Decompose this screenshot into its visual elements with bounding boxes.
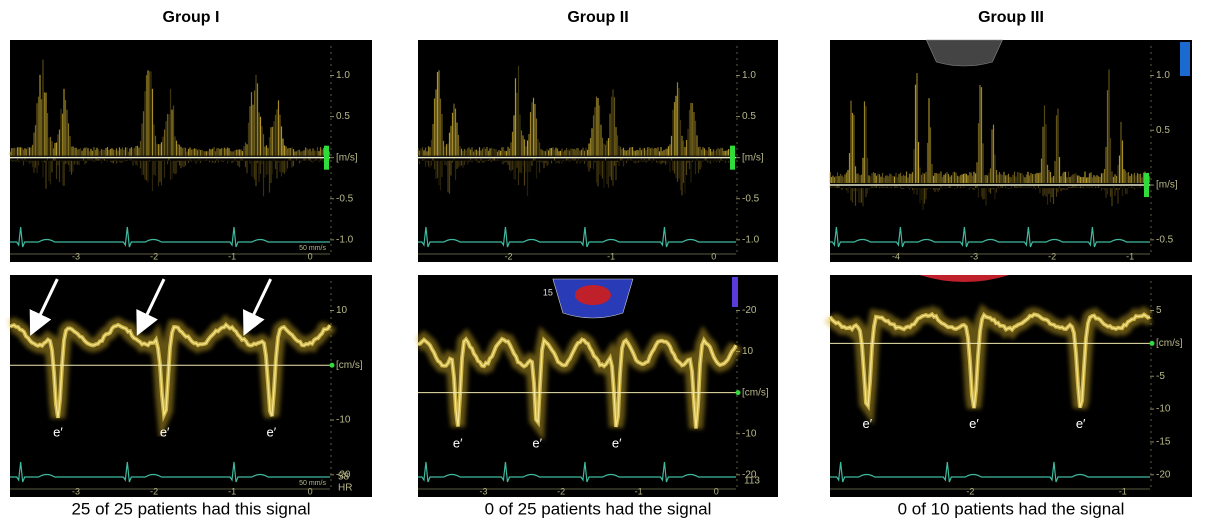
e-prime-label: e′ — [453, 436, 463, 451]
scale-label: [cm/s] — [336, 360, 363, 371]
time-label: 0 — [711, 251, 716, 261]
time-label: -3 — [480, 486, 488, 496]
scale-label: 1.0 — [1156, 70, 1170, 81]
time-label: -1 — [228, 251, 236, 261]
inset-label: 15 — [543, 287, 553, 297]
echo-inset — [926, 40, 1002, 66]
e-prime-label: e′ — [862, 416, 872, 431]
gain-marker — [1144, 173, 1149, 197]
scale-label: 0.5 — [336, 111, 350, 122]
e-prime-label: e′ — [1076, 416, 1086, 431]
time-label: -1 — [1119, 486, 1127, 496]
baseline-dot — [1150, 341, 1155, 346]
scale-label: -0.5 — [742, 193, 760, 204]
scale-label: 10 — [336, 305, 348, 316]
extra-label: 113 — [744, 476, 760, 487]
scale-label: -20 — [1156, 469, 1171, 480]
time-label: -4 — [892, 251, 900, 261]
extra-label: 58 — [338, 472, 350, 483]
scale-label: -0.5 — [1156, 234, 1174, 245]
scale-label: -1.0 — [742, 234, 760, 245]
time-label: -2 — [966, 486, 974, 496]
scale-label: 1.0 — [336, 70, 350, 81]
scale-label: 5 — [1156, 305, 1162, 316]
gain-marker — [324, 146, 329, 170]
baseline-dot — [736, 390, 741, 395]
time-label: -1 — [228, 486, 236, 496]
scale-label: -10 — [1156, 404, 1171, 415]
time-label: -3 — [72, 486, 80, 496]
scale-label: 0.5 — [742, 111, 756, 122]
sweep-speed: 50 mm/s — [299, 480, 326, 487]
time-label: -2 — [557, 486, 565, 496]
scale-label: [m/s] — [742, 152, 764, 163]
e-prime-label: e′ — [532, 436, 542, 451]
scale-label: -20 — [742, 305, 757, 316]
color-bar — [732, 277, 738, 307]
time-label: 0 — [308, 251, 313, 261]
e-prime-label: e′ — [612, 436, 622, 451]
time-label: -1 — [1126, 251, 1134, 261]
e-prime-label: e′ — [53, 425, 63, 440]
scale-label: [m/s] — [336, 152, 358, 163]
doppler-panel: 1.0 0.5 [m/s] -0.5 -4 -3 -2 -1 — [830, 40, 1192, 262]
scale-label: -10 — [336, 415, 351, 426]
gain-marker — [730, 146, 735, 170]
group-title: Group II — [567, 9, 628, 26]
panel-background — [830, 275, 1192, 497]
panel-background — [830, 40, 1192, 262]
scale-label: 1.0 — [742, 70, 756, 81]
doppler-panel: 1.0 0.5 [m/s] -0.5 -1.0 -2 -1 0 — [418, 40, 778, 262]
color-inset-flow — [575, 285, 611, 305]
time-label: -1 — [635, 486, 643, 496]
time-label: 0 — [714, 486, 719, 496]
scale-label: -15 — [1156, 437, 1171, 448]
e-prime-label: e′ — [160, 425, 170, 440]
scale-label: -5 — [1156, 371, 1165, 382]
group-title: Group III — [978, 9, 1044, 26]
caption: 0 of 10 patients had the signal — [898, 499, 1125, 518]
time-label: -2 — [505, 251, 513, 261]
extra-label: HR — [338, 483, 352, 494]
page: Group I 25 of 25 patients had this signal… — [0, 0, 1217, 525]
e-prime-label: e′ — [969, 416, 979, 431]
scale-label: [m/s] — [1156, 180, 1178, 191]
group-title: Group I — [163, 9, 220, 26]
time-label: -2 — [150, 251, 158, 261]
baseline-dot — [330, 363, 335, 368]
caption: 25 of 25 patients had this signal — [71, 499, 310, 518]
time-label: 0 — [308, 486, 313, 496]
scale-label: [cm/s] — [742, 387, 769, 398]
time-label: -3 — [970, 251, 978, 261]
time-label: -3 — [72, 251, 80, 261]
doppler-panel: 1.0 0.5 [m/s] -0.5 -1.0 -3 -2 -1 050 mm/s — [10, 40, 372, 262]
scale-label: [cm/s] — [1156, 338, 1183, 349]
time-label: -1 — [607, 251, 615, 261]
color-bar — [1180, 42, 1190, 76]
scale-label: -10 — [742, 428, 757, 439]
figure: Group I 25 of 25 patients had this signal… — [0, 0, 1217, 525]
scale-label: 10 — [742, 346, 754, 357]
e-prime-label: e′ — [266, 425, 276, 440]
sweep-speed: 50 mm/s — [299, 245, 326, 252]
scale-label: -1.0 — [336, 234, 354, 245]
scale-label: -0.5 — [336, 193, 354, 204]
caption: 0 of 25 patients had the signal — [485, 499, 712, 518]
scale-label: 0.5 — [1156, 125, 1170, 136]
time-label: -2 — [1048, 251, 1056, 261]
time-label: -2 — [150, 486, 158, 496]
doppler-panel: 5 [cm/s] -5 -10 -15 -20 e′ e′ e′ -2 -1 — [830, 275, 1192, 497]
